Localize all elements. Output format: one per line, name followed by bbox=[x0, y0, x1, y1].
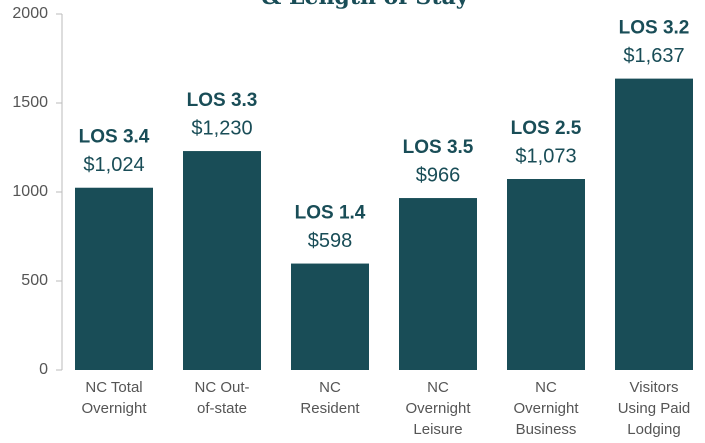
y-tick-label: 500 bbox=[21, 272, 48, 289]
bar bbox=[615, 78, 693, 370]
x-tick-label: NC Out-of-state bbox=[194, 379, 249, 417]
annotation: LOS 2.5 bbox=[511, 118, 582, 139]
value-label: $1,230 bbox=[191, 117, 252, 139]
annotation: LOS 3.2 bbox=[619, 18, 690, 39]
chart-title: & Length of Stay bbox=[261, 0, 469, 10]
annotation: LOS 1.4 bbox=[295, 203, 366, 224]
annotation: LOS 3.4 bbox=[79, 127, 150, 148]
value-label: $1,637 bbox=[623, 45, 684, 67]
y-tick-label: 2000 bbox=[12, 5, 48, 22]
annotation: LOS 3.5 bbox=[403, 137, 474, 158]
x-tick-label: NC Resident bbox=[300, 379, 360, 417]
x-tick-label: NC Total Overnight bbox=[81, 379, 147, 417]
value-label: $598 bbox=[308, 230, 353, 252]
x-tick-label: NC Overnight Leisure bbox=[405, 379, 471, 438]
bar bbox=[183, 151, 261, 370]
y-tick-label: 0 bbox=[39, 361, 48, 378]
value-label: $1,073 bbox=[515, 145, 576, 167]
x-tick-label: NC Overnight Business bbox=[513, 379, 579, 438]
bar bbox=[399, 198, 477, 370]
bar bbox=[75, 187, 153, 370]
annotation: LOS 3.3 bbox=[187, 90, 258, 111]
y-tick-label: 1500 bbox=[12, 94, 48, 111]
x-tick-label: Visitors Using Paid Lodging bbox=[618, 379, 691, 438]
bar bbox=[507, 179, 585, 370]
value-label: $1,024 bbox=[83, 154, 144, 176]
bar bbox=[291, 263, 369, 370]
value-label: $966 bbox=[416, 164, 461, 186]
y-tick-label: 1000 bbox=[12, 183, 48, 200]
